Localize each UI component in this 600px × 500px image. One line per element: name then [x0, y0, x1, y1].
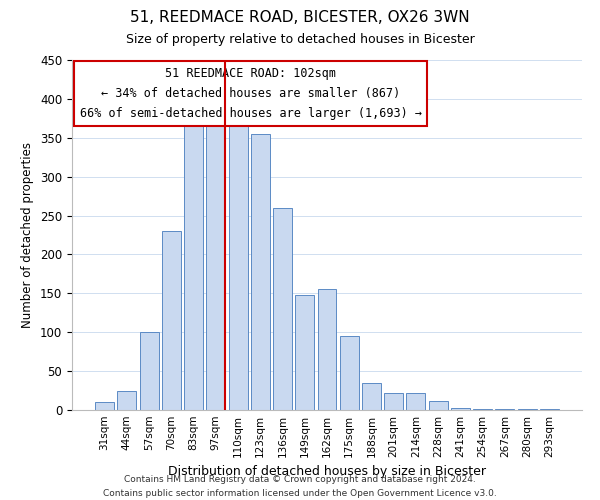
Bar	[340, 336, 359, 410]
Bar	[406, 393, 425, 410]
Bar	[206, 122, 225, 410]
Bar	[540, 409, 559, 410]
Bar	[95, 402, 114, 410]
Bar	[229, 118, 248, 410]
Bar	[496, 409, 514, 410]
Y-axis label: Number of detached properties: Number of detached properties	[22, 142, 34, 328]
Text: 51 REEDMACE ROAD: 102sqm
← 34% of detached houses are smaller (867)
66% of semi-: 51 REEDMACE ROAD: 102sqm ← 34% of detach…	[79, 67, 421, 120]
Bar	[429, 402, 448, 410]
Bar	[295, 295, 314, 410]
Bar	[140, 332, 158, 410]
Bar	[317, 290, 337, 410]
Bar	[362, 383, 381, 410]
Bar	[451, 408, 470, 410]
Bar	[518, 409, 536, 410]
Bar	[118, 390, 136, 410]
Bar	[473, 409, 492, 410]
Text: 51, REEDMACE ROAD, BICESTER, OX26 3WN: 51, REEDMACE ROAD, BICESTER, OX26 3WN	[130, 10, 470, 25]
Bar	[251, 134, 270, 410]
Bar	[273, 208, 292, 410]
Bar	[184, 126, 203, 410]
Bar	[162, 231, 181, 410]
Bar	[384, 393, 403, 410]
X-axis label: Distribution of detached houses by size in Bicester: Distribution of detached houses by size …	[168, 466, 486, 478]
Text: Size of property relative to detached houses in Bicester: Size of property relative to detached ho…	[125, 32, 475, 46]
Text: Contains HM Land Registry data © Crown copyright and database right 2024.
Contai: Contains HM Land Registry data © Crown c…	[103, 476, 497, 498]
